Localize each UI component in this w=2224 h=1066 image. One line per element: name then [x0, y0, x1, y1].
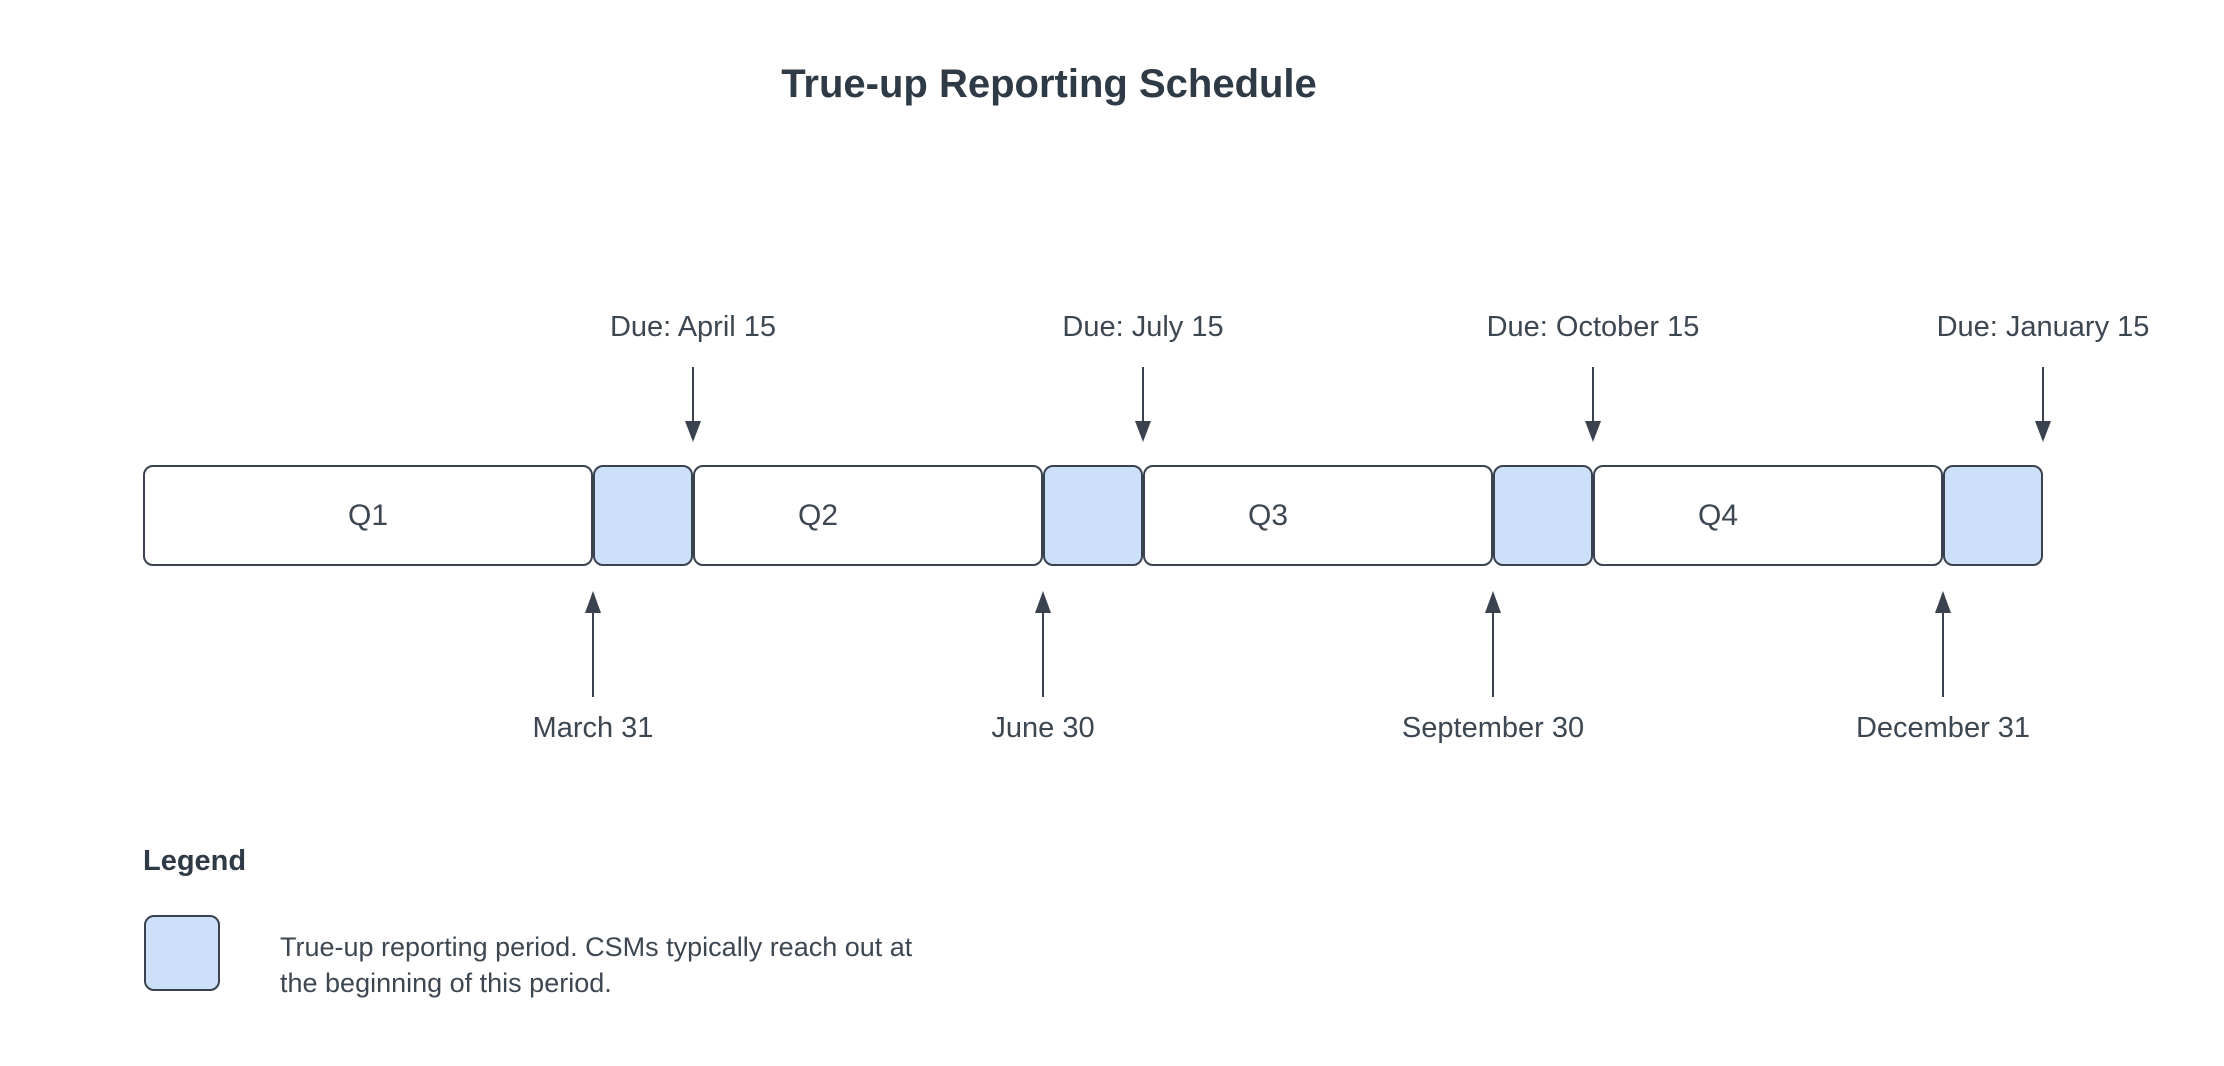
quarter-end-arrow-up-icon — [585, 591, 601, 697]
quarter-box-q1 — [143, 465, 593, 566]
trueup-period-box — [1043, 465, 1143, 566]
due-arrow-down-icon — [1135, 367, 1151, 442]
due-arrow-down-icon — [685, 367, 701, 442]
quarter-label-q3: Q3 — [1247, 499, 1289, 532]
due-arrow-down-icon — [1585, 367, 1601, 442]
quarter-box-q2 — [693, 465, 1043, 566]
legend-title: Legend — [143, 845, 247, 877]
trueup-period-box — [1943, 465, 2043, 566]
trueup-period-swatch — [144, 915, 220, 991]
quarter-end-arrow-up-icon — [1035, 591, 1051, 697]
quarter-label-q2: Q2 — [797, 499, 839, 532]
legend-item-line-2: the beginning of this period. — [280, 968, 612, 998]
due-label-october: Due: October 15 — [1486, 311, 1700, 343]
quarter-end-arrow-up-icon — [1935, 591, 1951, 697]
page-title: True-up Reporting Schedule — [781, 62, 1317, 106]
legend-item-line-1: True-up reporting period. CSMs typically… — [280, 932, 913, 962]
due-label-april: Due: April 15 — [609, 311, 777, 343]
trueup-period-box — [593, 465, 693, 566]
quarter-end-label-december: December 31 — [1855, 712, 2031, 744]
quarter-label-q1: Q1 — [347, 499, 389, 532]
quarter-end-label-march: March 31 — [532, 712, 654, 744]
due-arrow-down-icon — [2035, 367, 2051, 442]
trueup-period-box — [1493, 465, 1593, 566]
quarter-label-q4: Q4 — [1697, 499, 1739, 532]
quarter-box-q4 — [1593, 465, 1943, 566]
due-label-january: Due: January 15 — [1936, 311, 2150, 343]
quarter-box-q3 — [1143, 465, 1493, 566]
quarter-end-label-june: June 30 — [991, 712, 1095, 744]
quarter-end-arrow-up-icon — [1485, 591, 1501, 697]
quarter-end-label-september: September 30 — [1401, 712, 1585, 744]
legend-item-description: True-up reporting period. CSMs typically… — [280, 929, 912, 1001]
due-label-july: Due: July 15 — [1062, 311, 1224, 343]
